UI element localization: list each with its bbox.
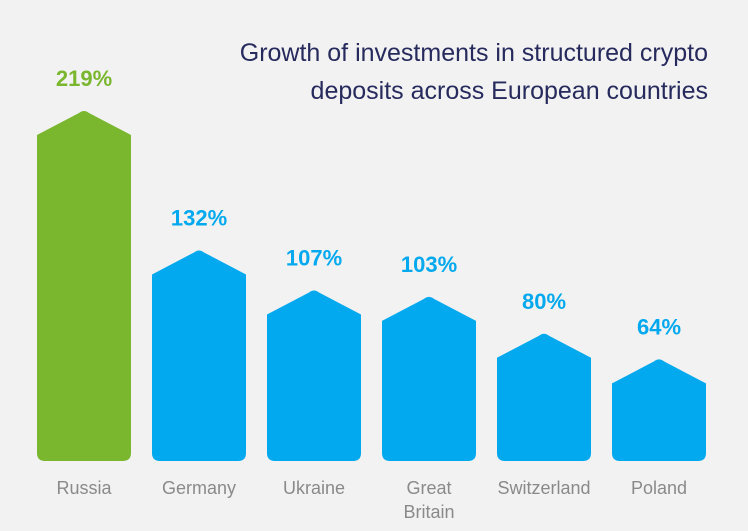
value-label-switzerland: 80% [522,289,566,314]
bar-switzerland [497,333,591,461]
category-label-germany: Germany [162,478,236,498]
bar-great-britain [382,296,476,461]
bar-ukraine [267,290,361,461]
value-label-poland: 64% [637,314,681,339]
bar-poland [612,359,706,461]
bar-russia [37,111,131,461]
chart-title: Growth of investments in structured cryp… [148,34,708,110]
value-label-germany: 132% [171,205,227,230]
value-label-ukraine: 107% [286,246,342,271]
category-label-switzerland: Switzerland [497,478,590,498]
category-label-russia: Russia [56,478,112,498]
chart-title-line-1: Growth of investments in structured cryp… [239,39,708,67]
bar-germany [152,250,246,461]
category-label-poland: Poland [631,478,687,498]
value-label-russia: 219% [56,66,112,91]
category-label-great-britain: Great Britain [403,478,454,522]
chart-title-line-2: deposits across European countries [310,77,708,105]
category-label-ukraine: Ukraine [283,478,345,498]
value-label-great-britain: 103% [401,252,457,277]
